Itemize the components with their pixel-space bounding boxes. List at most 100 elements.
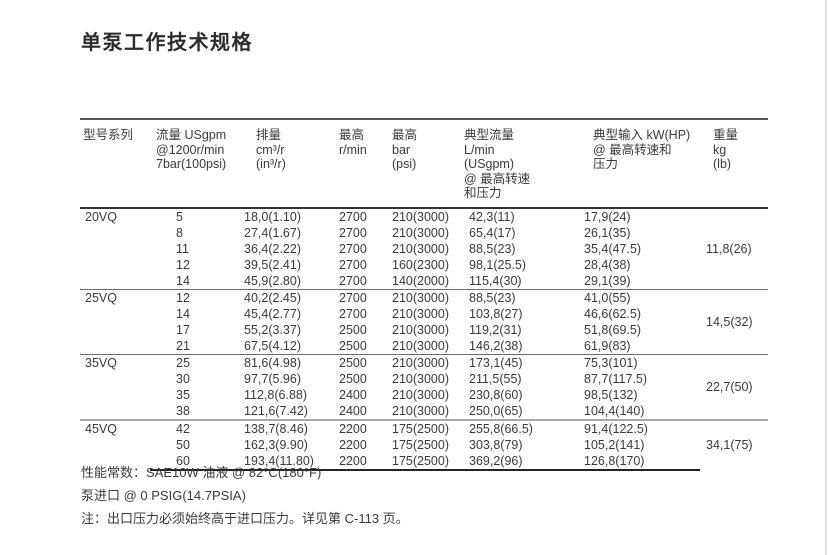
- spec-table: 型号系列 流量 USgpm @1200r/min 7bar(100psi) 排量…: [80, 118, 768, 471]
- typical-input-cell: 87,7(117.5): [584, 371, 648, 386]
- flow-cell: 12: [176, 257, 190, 272]
- model-series-cell: 45VQ: [80, 418, 150, 470]
- table-row: 8 27,4(1.67) 2700 210(3000) 65,4(17) 26,1(35): [80, 225, 768, 241]
- max-pressure-cell: 175(2500): [388, 452, 462, 471]
- max-speed-cell: 2500: [339, 371, 367, 386]
- typical-flow-cell: 173,1(45): [462, 353, 580, 371]
- max-speed-cell: 2200: [339, 437, 367, 452]
- max-pressure-cell: 210(3000): [392, 209, 449, 224]
- page-title: 单泵工作技术规格: [81, 32, 253, 54]
- flow-cell: 11: [176, 241, 189, 256]
- max-pressure-cell: 210(3000): [392, 403, 449, 418]
- typical-flow-cell: 42,3(11): [469, 209, 515, 224]
- typical-flow-cell: 98,1(25.5): [469, 257, 526, 272]
- max-pressure-cell: 175(2500): [388, 418, 462, 437]
- table-row: 60 193,4(11.80) 2200 175(2500) 369,2(96) 126,…: [80, 452, 768, 471]
- max-pressure-cell: 210(3000): [388, 288, 462, 306]
- flow-cell: 12: [150, 288, 238, 306]
- typical-input-cell: 28,4(38): [584, 257, 631, 272]
- typical-input-cell: 75,3(101): [580, 353, 700, 371]
- typical-input-cell: 46,6(62.5): [584, 306, 641, 321]
- weight-cell: 22,7(50): [700, 353, 768, 420]
- table-row: 45VQ 42 138,7(8.46) 2200 175(2500) 255,8(66.5…: [80, 418, 768, 470]
- typical-input-cell: 104,4(140): [584, 403, 645, 418]
- max-speed-cell: 2400: [339, 403, 367, 418]
- max-speed-cell: 2700: [339, 306, 367, 321]
- header-weight: 重量 kg (lb): [700, 118, 768, 209]
- max-speed-cell: 2500: [330, 353, 388, 371]
- footnotes: 性能常数：SAE10W 油液 @ 82°C(180°F) 泵进口 @ 0 PSI…: [81, 461, 409, 530]
- max-speed-cell: 2500: [339, 338, 367, 353]
- header-model-series: 型号系列: [80, 118, 150, 209]
- table-row: 38 121,6(7.42) 2400 210(3000) 250,0(65) 104,4…: [80, 403, 768, 420]
- max-speed-cell: 2200: [330, 452, 388, 471]
- max-speed-cell: 2700: [339, 209, 367, 224]
- model-series-cell: 25VQ: [80, 288, 150, 354]
- displacement-cell: 55,2(3.37): [244, 322, 301, 337]
- displacement-cell: 39,5(2.41): [244, 257, 301, 272]
- typical-input-cell: 126,8(170): [580, 452, 700, 471]
- displacement-cell: 97,7(5.96): [244, 371, 301, 386]
- displacement-cell: 193,4(11.80): [238, 452, 330, 471]
- max-pressure-cell: 160(2300): [392, 257, 449, 272]
- max-pressure-cell: 140(2000): [392, 273, 449, 288]
- table-row: 17 55,2(3.37) 2500 210(3000) 119,2(31) 51,8(6…: [80, 322, 768, 338]
- typical-flow-cell: 230,8(60): [469, 387, 523, 402]
- max-speed-cell: 2700: [339, 273, 367, 288]
- typical-input-cell: 91,4(122.5): [580, 418, 700, 437]
- displacement-cell: 67,5(4.12): [244, 338, 301, 353]
- table-row: 20VQ 5 18,0(1.10) 2700 210(3000) 42,3(11) 17,9…: [80, 208, 768, 256]
- table-row: 14 45,4(2.77) 2700 210(3000) 103,8(27) 46,6(6…: [80, 306, 768, 322]
- displacement-cell: 81,6(4.98): [238, 353, 330, 371]
- header-typical-flow: 典型流量 L/min (USgpm) @ 最高转速 和压力: [462, 118, 580, 209]
- max-pressure-cell: 210(3000): [392, 241, 449, 256]
- max-pressure-cell: 210(3000): [392, 338, 449, 353]
- max-speed-cell: 2700: [339, 241, 367, 256]
- note-pump-inlet: 泵进口 @ 0 PSIG(14.7PSIA): [81, 488, 246, 503]
- pump-spec-table: 型号系列 流量 USgpm @1200r/min 7bar(100psi) 排量…: [80, 118, 768, 471]
- max-pressure-cell: 210(3000): [392, 306, 449, 321]
- typical-flow-cell: 88,5(23): [469, 241, 516, 256]
- typical-flow-cell: 250,0(65): [469, 403, 523, 418]
- table-row: 35 112,8(6.88) 2400 210(3000) 230,8(60) 98,5(…: [80, 387, 768, 403]
- max-pressure-cell: 210(3000): [392, 387, 449, 402]
- typical-flow-cell: 88,5(23): [462, 288, 580, 306]
- typical-flow-cell: 211,5(55): [469, 371, 522, 386]
- typical-flow-cell: 369,2(96): [462, 452, 580, 471]
- typical-flow-cell: 303,8(79): [469, 437, 523, 452]
- max-speed-cell: 2200: [330, 418, 388, 437]
- displacement-cell: 36,4(2.22): [244, 241, 301, 256]
- flow-cell: 14: [176, 273, 190, 288]
- flow-cell: 30: [176, 371, 190, 386]
- displacement-cell: 162,3(9.90): [244, 437, 308, 452]
- displacement-cell: 40,2(2.45): [238, 288, 330, 306]
- flow-cell: 5: [176, 209, 183, 224]
- flow-cell: 25: [150, 353, 238, 371]
- typical-input-cell: 41,0(55): [580, 288, 700, 306]
- weight-cell: 34,1(75): [700, 418, 768, 470]
- table-row: 21 67,5(4.12) 2500 210(3000) 146,2(38) 61,9(8…: [80, 338, 768, 355]
- model-series-cell: 20VQ: [85, 209, 117, 224]
- max-speed-cell: 2700: [339, 257, 367, 272]
- table-row: 35VQ 25 81,6(4.98) 2500 210(3000) 173,1(45) 75…: [80, 353, 768, 420]
- displacement-cell: 45,4(2.77): [244, 306, 301, 321]
- typical-input-cell: 26,1(35): [584, 225, 631, 240]
- typical-input-cell: 17,9(24): [584, 209, 631, 224]
- max-pressure-cell: 210(3000): [392, 225, 449, 240]
- spec-table-body: 20VQ 5 18,0(1.10) 2700 210(3000) 42,3(11) 17,9…: [80, 208, 768, 471]
- header-max-pressure: 最高 bar (psi): [388, 118, 462, 209]
- header-flow: 流量 USgpm @1200r/min 7bar(100psi): [150, 118, 238, 209]
- header-row: 型号系列 流量 USgpm @1200r/min 7bar(100psi) 排量…: [80, 118, 768, 209]
- header-max-speed: 最高 r/min: [330, 118, 388, 209]
- max-pressure-cell: 175(2500): [392, 437, 449, 452]
- max-speed-cell: 2700: [330, 288, 388, 306]
- table-row: 14 45,9(2.80) 2700 140(2000) 115,4(30) 29,1(3…: [80, 273, 768, 290]
- typical-input-cell: 35,4(47.5): [584, 241, 641, 256]
- flow-cell: 38: [176, 403, 190, 418]
- page-right-edge: [825, 0, 827, 555]
- flow-cell: 14: [176, 306, 190, 321]
- displacement-cell: 112,8(6.88): [244, 387, 308, 402]
- typical-input-cell: 105,2(141): [584, 437, 645, 452]
- flow-cell: 17: [176, 322, 190, 337]
